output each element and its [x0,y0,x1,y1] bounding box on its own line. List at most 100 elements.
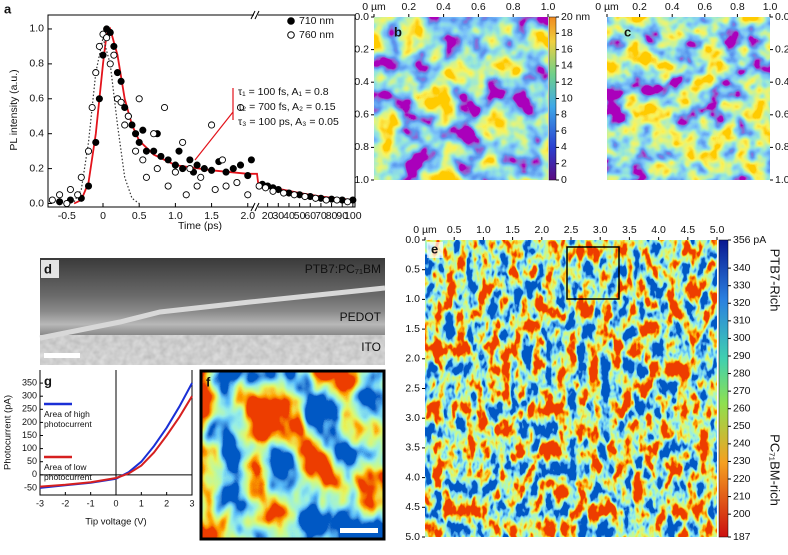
data-point [63,199,71,208]
x-tick-label: 0 [113,498,118,508]
label-box [41,260,59,278]
data-point [255,182,263,190]
x-tick-label: 0.4 [665,1,680,13]
data-point [290,191,298,199]
colorbar-tick-label: 240 [733,438,751,450]
panel-label: c [624,24,631,39]
panel-label: g [44,373,52,388]
data-point [84,147,93,155]
label-box [427,242,443,258]
scale-bar [340,528,378,533]
y-tick-label: 4.0 [405,471,420,483]
y-tick-label: 0.5 [405,263,420,275]
data-point [110,51,118,59]
colorbar-tick-label: 330 [733,279,751,291]
colorbar-tick-label: 356 pA [733,234,766,246]
data-point [186,156,194,164]
x-tick-label: 0.8 [506,1,521,13]
series-line [39,395,193,488]
data-point [128,121,136,129]
data-point [171,168,179,176]
colorbar-tick-label: 2 [561,157,567,169]
x-tick-label: 2.0 [240,210,255,222]
colorbar-tick-label: 260 [733,402,751,414]
data-point [193,161,201,169]
annotation: τ₁ = 100 fs, A₁ = 0.8 [238,86,329,98]
data-point [261,184,270,192]
y-tick-label: 1.5 [405,323,420,335]
colorbar-tick-label: 210 [733,490,751,502]
x-tick-label: 40 [283,210,295,222]
y-tick-label: 0.6 [354,109,369,121]
y-tick-label: 3.5 [405,442,420,454]
data-point [179,138,187,146]
x-tick-label: -3 [36,498,44,508]
data-point [48,196,56,204]
data-point [301,192,309,201]
x-tick-label: 0 µm [413,224,437,236]
x-tick-label: 0 µm [362,1,386,13]
y-tick-label: 0.4 [354,76,369,88]
x-tick-label: 50 [294,210,306,222]
data-point [218,156,226,164]
x-tick-label: 0.2 [401,1,416,13]
x-tick-label: 0 [100,210,106,222]
colorbar-tick-label: 200 [733,508,751,520]
panel-label: e [431,241,438,256]
data-point [333,196,341,204]
data-point [269,187,277,195]
data-point [157,152,165,160]
x-tick-label: 0.6 [471,1,486,13]
x-tick-label: 2.5 [564,224,579,236]
y-tick-label: 0.4 [29,127,44,139]
y-tick-label: 0.2 [29,162,44,174]
y-tick-label: 0.8 [354,141,369,153]
legend-label: 760 nm [299,29,334,41]
data-point [211,185,219,194]
map-image [425,240,717,537]
y-tick-label: 0.0 [775,11,788,23]
layer-label: PTB7:PC₇₁BM [305,262,381,276]
x-tick-label: 1.5 [204,210,219,222]
data-point [124,112,132,120]
colorbar-tick-label: 250 [733,420,751,432]
colorbar-side-label: PTB7-Rich [768,249,783,312]
colorbar-tick-label: 340 [733,262,751,274]
x-tick-label: 4.0 [651,224,666,236]
y-tick-label: 0.0 [405,234,420,246]
x-tick-label: 0.6 [697,1,712,13]
x-tick-label: 1.5 [505,224,520,236]
x-tick-label: 1.0 [541,1,556,13]
x-tick-label: -1 [87,498,95,508]
data-point [142,147,150,155]
data-point [171,161,179,169]
data-point [222,182,230,190]
data-point [121,121,129,129]
data-point [233,179,241,187]
x-tick-label: 4.5 [680,224,695,236]
data-point [139,126,147,134]
x-tick-label: -2 [61,498,69,508]
legend-label: Area of high photocurrent [44,409,92,429]
y-tick-label: 50 [27,456,37,466]
data-point [244,191,252,199]
data-point [343,198,352,206]
x-tick-label: 1 [139,498,144,508]
y-tick-label: 2.5 [405,382,420,394]
layer-label: PEDOT [340,310,382,324]
colorbar-tick-label: 270 [733,385,751,397]
colorbar-side-label: PC₇₁BM-rich [768,434,783,506]
colorbar-tick-label: 280 [733,367,751,379]
colorbar-tick-label: 18 [561,27,573,39]
panel-label: a [4,1,12,16]
x-tick-label: 0.2 [632,1,647,13]
data-point [135,138,143,146]
x-tick-label: 0 µm [595,1,619,13]
data-point [121,103,129,112]
data-point [247,156,255,164]
data-point [84,182,93,190]
x-tick-label: 1.0 [763,1,778,13]
x-tick-label: 30 [272,210,284,222]
